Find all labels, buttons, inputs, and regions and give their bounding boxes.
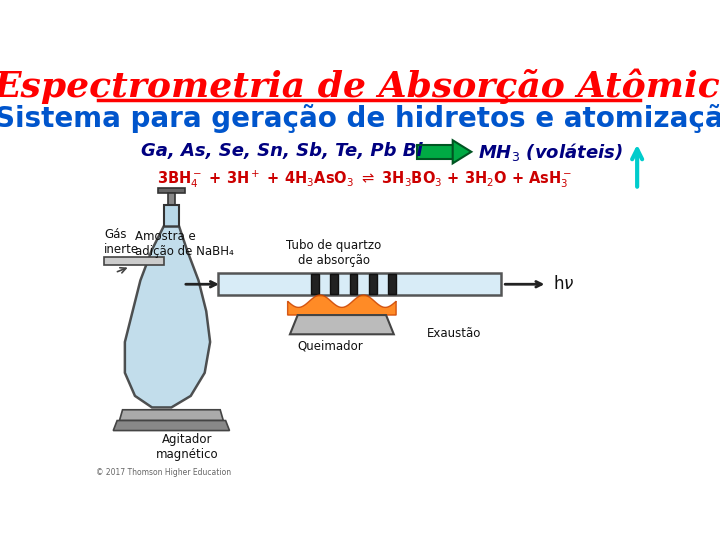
Polygon shape	[168, 193, 175, 205]
Text: Sistema para geração de hidretos e atomização: Sistema para geração de hidretos e atomi…	[0, 104, 720, 133]
Polygon shape	[120, 410, 223, 421]
Polygon shape	[311, 274, 319, 294]
Polygon shape	[350, 274, 357, 294]
Text: © 2017 Thomson Higher Education: © 2017 Thomson Higher Education	[96, 468, 231, 477]
Text: Tubo de quartzo
de absorção: Tubo de quartzo de absorção	[287, 239, 382, 267]
Text: Queimador: Queimador	[297, 340, 363, 353]
Text: Amostra e
adição de NaBH₄: Amostra e adição de NaBH₄	[135, 231, 234, 258]
Text: Espectrometria de Absorção Atômica: Espectrometria de Absorção Atômica	[0, 69, 720, 104]
Text: Agitador
magnético: Agitador magnético	[156, 433, 218, 461]
Polygon shape	[218, 273, 500, 295]
Polygon shape	[125, 226, 210, 408]
Text: 3BH$_4^-$ + 3H$^+$ + 4H$_3$AsO$_3$ $\rightleftharpoons$ 3H$_3$BO$_3$ + 3H$_2$O +: 3BH$_4^-$ + 3H$^+$ + 4H$_3$AsO$_3$ $\rig…	[158, 168, 573, 190]
Text: Ga, As, Se, Sn, Sb, Te, Pb Bi: Ga, As, Se, Sn, Sb, Te, Pb Bi	[141, 142, 423, 160]
Text: Exaustão: Exaustão	[427, 327, 482, 340]
Polygon shape	[113, 421, 230, 430]
Polygon shape	[417, 145, 453, 159]
Text: Gás
inerte: Gás inerte	[104, 228, 139, 256]
Polygon shape	[158, 188, 184, 193]
Text: MH$_3$ (voláteis): MH$_3$ (voláteis)	[477, 141, 622, 163]
Polygon shape	[369, 274, 377, 294]
Polygon shape	[453, 140, 472, 164]
Polygon shape	[388, 274, 396, 294]
Polygon shape	[290, 315, 394, 334]
Polygon shape	[287, 295, 396, 315]
Polygon shape	[104, 257, 163, 265]
Text: h$\nu$: h$\nu$	[553, 275, 574, 293]
Polygon shape	[163, 205, 179, 226]
Polygon shape	[330, 274, 338, 294]
